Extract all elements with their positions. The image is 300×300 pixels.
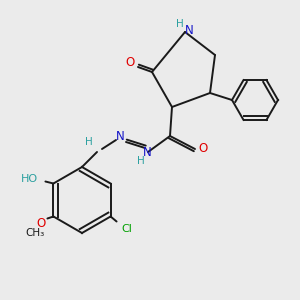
Text: O: O — [125, 56, 135, 70]
Text: O: O — [198, 142, 208, 155]
Text: N: N — [116, 130, 124, 142]
Text: H: H — [85, 137, 93, 147]
Text: CH₃: CH₃ — [26, 229, 45, 238]
Text: H: H — [176, 19, 184, 29]
Text: HO: HO — [21, 173, 38, 184]
Text: N: N — [142, 146, 152, 160]
Text: Cl: Cl — [121, 224, 132, 233]
Text: O: O — [37, 217, 46, 230]
Text: H: H — [137, 156, 145, 166]
Text: N: N — [184, 25, 194, 38]
